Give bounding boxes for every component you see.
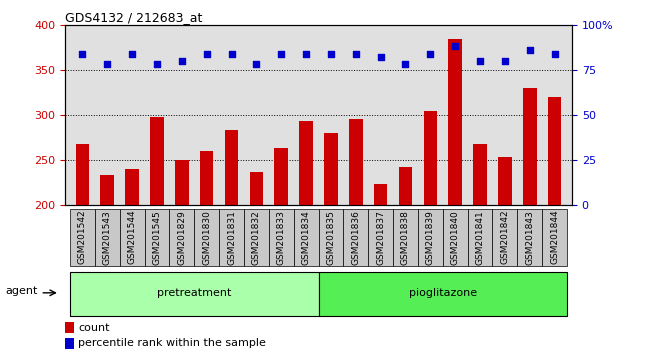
Bar (473, 144, 487, 205)
Bar (250, 172, 263, 205)
Bar (274, 148, 288, 205)
Bar (299, 121, 313, 205)
Bar (100, 175, 114, 205)
Text: GSM201833: GSM201833 (277, 210, 286, 265)
Bar (374, 184, 387, 205)
Point (425, 51, 436, 57)
Bar (424, 112, 437, 205)
Text: GSM201542: GSM201542 (78, 210, 87, 264)
Bar (225, 130, 239, 205)
FancyBboxPatch shape (120, 209, 144, 266)
Text: GSM201842: GSM201842 (500, 210, 510, 264)
Text: GSM201831: GSM201831 (227, 210, 236, 265)
Text: GDS4132 / 212683_at: GDS4132 / 212683_at (65, 11, 202, 24)
Bar (548, 97, 562, 205)
FancyBboxPatch shape (219, 209, 244, 266)
FancyBboxPatch shape (443, 209, 467, 266)
Text: GSM201834: GSM201834 (302, 210, 311, 264)
Text: GSM201544: GSM201544 (127, 210, 136, 264)
Bar (448, 39, 462, 205)
Point (450, 44, 460, 49)
Bar (75, 144, 89, 205)
Bar (125, 169, 139, 205)
FancyBboxPatch shape (318, 209, 343, 266)
FancyBboxPatch shape (318, 272, 567, 316)
FancyBboxPatch shape (95, 209, 120, 266)
Bar (150, 117, 164, 205)
Point (102, 62, 112, 67)
Point (549, 51, 560, 57)
FancyBboxPatch shape (144, 209, 170, 266)
Text: GSM201545: GSM201545 (153, 210, 161, 264)
Point (500, 58, 510, 64)
FancyBboxPatch shape (493, 209, 517, 266)
Text: percentile rank within the sample: percentile rank within the sample (78, 338, 266, 348)
Bar (498, 158, 512, 205)
Text: pretreatment: pretreatment (157, 288, 231, 298)
Text: GSM201839: GSM201839 (426, 210, 435, 265)
Point (400, 62, 411, 67)
Text: agent: agent (5, 286, 38, 296)
Bar (65, 338, 74, 349)
Point (350, 51, 361, 57)
Text: GSM201835: GSM201835 (326, 210, 335, 265)
Point (475, 58, 486, 64)
FancyBboxPatch shape (70, 209, 95, 266)
Point (276, 51, 287, 57)
Bar (324, 133, 338, 205)
Bar (200, 151, 213, 205)
FancyBboxPatch shape (517, 209, 542, 266)
Text: GSM201543: GSM201543 (103, 210, 112, 264)
Text: GSM201838: GSM201838 (401, 210, 410, 265)
Bar (523, 88, 537, 205)
Point (301, 51, 311, 57)
FancyBboxPatch shape (343, 209, 368, 266)
FancyBboxPatch shape (467, 209, 493, 266)
Point (202, 51, 212, 57)
FancyBboxPatch shape (269, 209, 294, 266)
FancyBboxPatch shape (393, 209, 418, 266)
Text: GSM201830: GSM201830 (202, 210, 211, 265)
Bar (349, 119, 363, 205)
Text: GSM201841: GSM201841 (476, 210, 484, 264)
FancyBboxPatch shape (368, 209, 393, 266)
Point (77, 51, 88, 57)
Point (177, 58, 187, 64)
Bar (65, 322, 74, 333)
Point (226, 51, 237, 57)
Point (376, 55, 386, 60)
FancyBboxPatch shape (170, 209, 194, 266)
Point (127, 51, 137, 57)
Point (525, 47, 535, 53)
FancyBboxPatch shape (294, 209, 318, 266)
FancyBboxPatch shape (70, 272, 318, 316)
Text: GSM201836: GSM201836 (351, 210, 360, 265)
FancyBboxPatch shape (418, 209, 443, 266)
Text: GSM201840: GSM201840 (450, 210, 460, 264)
Point (151, 62, 162, 67)
FancyBboxPatch shape (194, 209, 219, 266)
FancyBboxPatch shape (244, 209, 269, 266)
Point (326, 51, 336, 57)
Text: GSM201829: GSM201829 (177, 210, 187, 264)
Text: count: count (78, 322, 110, 332)
Bar (175, 160, 188, 205)
Text: pioglitazone: pioglitazone (409, 288, 477, 298)
Text: GSM201832: GSM201832 (252, 210, 261, 264)
Text: GSM201844: GSM201844 (550, 210, 559, 264)
Point (251, 62, 261, 67)
Text: GSM201843: GSM201843 (525, 210, 534, 264)
FancyBboxPatch shape (542, 209, 567, 266)
Text: GSM201837: GSM201837 (376, 210, 385, 265)
Bar (398, 166, 412, 205)
